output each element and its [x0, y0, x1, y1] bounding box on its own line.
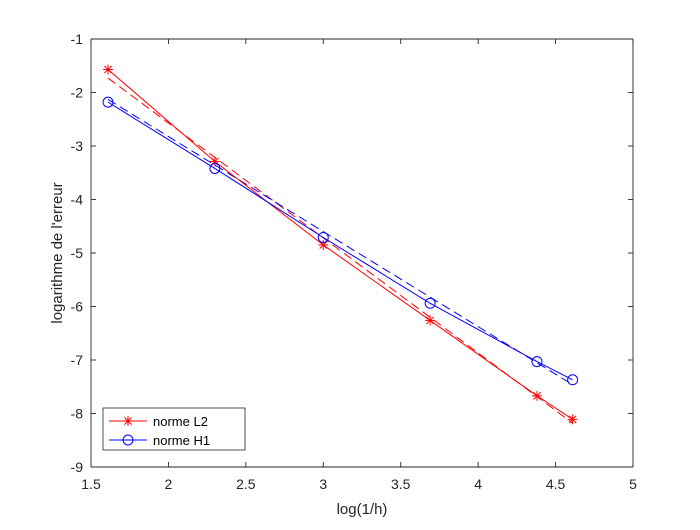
y-tick-label: -5	[71, 245, 84, 261]
y-tick-label: -8	[71, 406, 84, 422]
data-point-norme-h1	[531, 356, 543, 368]
y-tick-label: -6	[71, 299, 84, 315]
fit-line-2	[107, 99, 573, 386]
x-tick-label: 3.5	[391, 476, 411, 492]
x-tick-label: 4.5	[546, 476, 566, 492]
legend-label-norme-l2: norme L2	[153, 414, 208, 429]
fit-lines	[107, 77, 573, 424]
y-axis-label: logarithme de l'erreur	[49, 182, 66, 323]
legend-label-norme-h1: norme H1	[153, 433, 210, 448]
data-point-norme-l2	[567, 414, 578, 425]
data-point-norme-l2	[531, 390, 542, 401]
legend-box	[102, 407, 246, 451]
x-axis-label: log(1/h)	[337, 501, 388, 518]
x-tick-label: 5	[629, 476, 637, 492]
y-tick-label: -4	[71, 192, 84, 208]
legend-marker-norme-h1	[122, 434, 134, 446]
y-tick-label: -3	[71, 138, 84, 154]
x-tick-label: 1.5	[81, 476, 101, 492]
series-line-norme-l2	[107, 69, 573, 420]
data-point-norme-h1	[317, 231, 329, 243]
y-tick-label: -2	[71, 85, 84, 101]
fit-line-1	[107, 77, 573, 424]
data-point-norme-h1	[209, 162, 221, 174]
x-tick-label: 3	[319, 476, 327, 492]
data-point-norme-l2	[103, 64, 114, 75]
plot-area	[91, 39, 633, 467]
legend: norme L2 norme H1	[102, 407, 246, 451]
data-point-norme-h1	[567, 374, 579, 386]
data-point-norme-l2	[318, 239, 329, 250]
series-line-norme-h1	[107, 101, 573, 381]
y-tick-label: -1	[71, 31, 84, 47]
x-tick-label: 4	[474, 476, 482, 492]
data-point-norme-l2	[425, 315, 436, 326]
legend-marker-norme-l2	[123, 416, 133, 426]
y-tick-label: -9	[71, 459, 84, 475]
x-tick-label: 2	[165, 476, 173, 492]
data-point-norme-h1	[424, 297, 436, 309]
axes: 1.5 2 2.5 3 3.5 4 4.5 5 -1 -2 -3 -4 -5 -6 -7 -8 -9	[71, 31, 638, 492]
x-tick-label: 2.5	[236, 476, 256, 492]
y-tick-label: -7	[71, 352, 84, 368]
series-group	[102, 64, 579, 425]
data-point-norme-h1	[102, 96, 114, 108]
